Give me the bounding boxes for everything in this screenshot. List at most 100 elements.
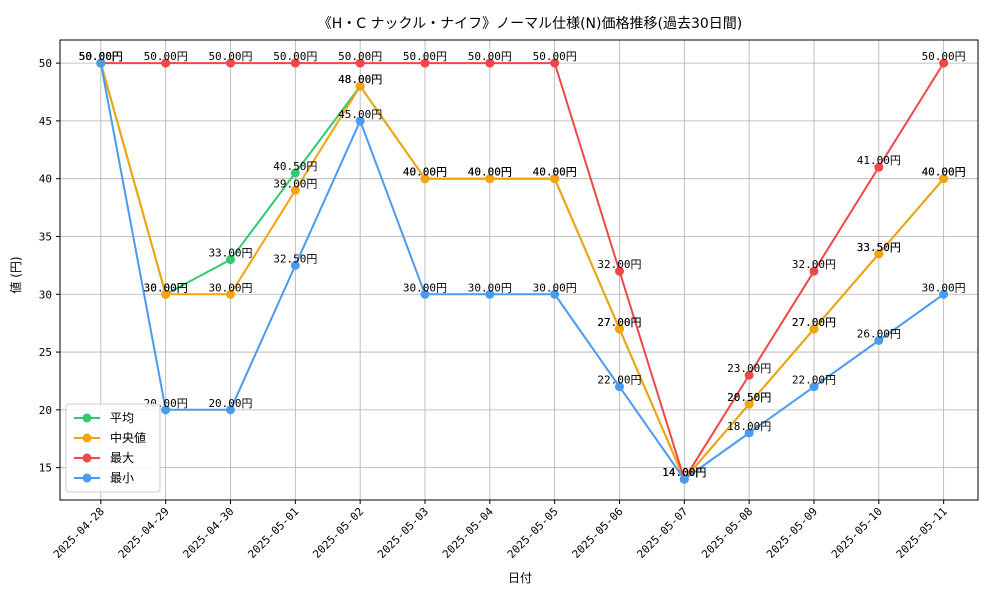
data-label: 50.00円 bbox=[338, 50, 382, 63]
data-label: 40.00円 bbox=[533, 166, 577, 179]
data-point bbox=[939, 174, 949, 184]
data-label: 50.00円 bbox=[403, 50, 447, 63]
legend-label: 平均 bbox=[110, 411, 134, 425]
data-point bbox=[161, 289, 171, 299]
data-point bbox=[550, 174, 560, 184]
y-tick-label: 20 bbox=[39, 404, 52, 417]
data-point bbox=[939, 289, 949, 299]
data-labels: 50.00円 30.00円 33.00円 40.50円 48.00円 40.00円 40.0… bbox=[79, 50, 966, 479]
legend-item: 最小 bbox=[74, 471, 134, 485]
data-label: 33.50円 bbox=[857, 241, 901, 254]
data-point bbox=[226, 255, 236, 265]
data-label: 20.50円 bbox=[727, 391, 771, 404]
data-point bbox=[290, 168, 300, 178]
legend-label: 最小 bbox=[110, 471, 134, 485]
legend-label: 最大 bbox=[110, 451, 134, 465]
data-label: 14.00円 bbox=[662, 466, 706, 479]
y-axis-title: 値 (円) bbox=[8, 256, 23, 293]
data-label: 32.00円 bbox=[597, 258, 641, 271]
data-point bbox=[226, 405, 236, 415]
data-label: 23.00円 bbox=[727, 362, 771, 375]
data-point bbox=[355, 81, 365, 91]
data-label: 39.00円 bbox=[273, 177, 317, 190]
data-label: 50.00円 bbox=[144, 50, 188, 63]
data-label: 22.00円 bbox=[792, 374, 836, 387]
data-point bbox=[744, 399, 754, 409]
data-label: 14.00円 bbox=[662, 466, 706, 479]
data-point bbox=[614, 266, 624, 276]
data-label: 50.00円 bbox=[79, 50, 123, 63]
data-label: 27.00円 bbox=[792, 316, 836, 329]
data-point bbox=[226, 58, 236, 68]
data-label: 20.00円 bbox=[208, 397, 252, 410]
data-label: 18.00円 bbox=[727, 420, 771, 433]
data-point bbox=[550, 289, 560, 299]
data-label: 50.00円 bbox=[79, 50, 123, 63]
data-label: 30.00円 bbox=[208, 281, 252, 294]
data-label: 32.50円 bbox=[273, 252, 317, 265]
data-label: 27.00円 bbox=[597, 316, 641, 329]
data-point bbox=[161, 405, 171, 415]
data-label: 48.00円 bbox=[338, 73, 382, 86]
data-label: 48.00円 bbox=[338, 73, 382, 86]
data-point bbox=[744, 370, 754, 380]
y-tick-label: 40 bbox=[39, 173, 52, 186]
data-label: 50.00円 bbox=[922, 50, 966, 63]
data-point bbox=[485, 58, 495, 68]
y-tick-label: 45 bbox=[39, 115, 52, 128]
series-line bbox=[100, 62, 945, 482]
data-label: 30.00円 bbox=[403, 281, 447, 294]
data-point bbox=[96, 58, 106, 68]
legend-item: 平均 bbox=[74, 411, 134, 425]
data-point bbox=[679, 474, 689, 484]
data-label: 32.00円 bbox=[792, 258, 836, 271]
legend-item: 最大 bbox=[74, 451, 134, 465]
data-label: 30.00円 bbox=[922, 281, 966, 294]
data-point bbox=[290, 185, 300, 195]
data-point bbox=[485, 289, 495, 299]
data-label: 14.00円 bbox=[662, 466, 706, 479]
y-tick-label: 30 bbox=[39, 288, 52, 301]
plot-frame bbox=[59, 39, 979, 501]
y-tick-label: 50 bbox=[39, 57, 52, 70]
data-label: 40.00円 bbox=[468, 166, 512, 179]
data-label: 22.00円 bbox=[597, 374, 641, 387]
series-group bbox=[96, 58, 949, 484]
data-label: 50.00円 bbox=[79, 50, 123, 63]
data-point bbox=[420, 289, 430, 299]
data-point bbox=[809, 324, 819, 334]
y-tick-label: 35 bbox=[39, 230, 52, 243]
data-point bbox=[874, 249, 884, 259]
data-label: 50.00円 bbox=[273, 50, 317, 63]
data-point bbox=[355, 58, 365, 68]
data-point bbox=[420, 58, 430, 68]
data-label: 20.50円 bbox=[727, 391, 771, 404]
legend-item: 中央値 bbox=[74, 430, 146, 445]
data-label: 33.50円 bbox=[857, 241, 901, 254]
data-point bbox=[550, 58, 560, 68]
series-line bbox=[99, 62, 945, 481]
series-line bbox=[99, 62, 945, 482]
data-point bbox=[485, 174, 495, 184]
data-label: 41.00円 bbox=[857, 154, 901, 167]
data-label: 50.00円 bbox=[468, 50, 512, 63]
data-label: 50.00円 bbox=[208, 50, 252, 63]
data-point bbox=[614, 382, 624, 392]
data-point bbox=[290, 260, 300, 270]
legend-marker bbox=[82, 433, 92, 443]
data-point bbox=[290, 58, 300, 68]
series-3 bbox=[96, 58, 949, 484]
data-point bbox=[874, 336, 884, 346]
data-label: 33.00円 bbox=[208, 247, 252, 260]
data-point bbox=[420, 174, 430, 184]
y-tick-label: 25 bbox=[39, 346, 52, 359]
data-point bbox=[614, 324, 624, 334]
data-label: 40.50円 bbox=[273, 160, 317, 173]
data-label: 27.00円 bbox=[597, 316, 641, 329]
y-tick-label: 15 bbox=[39, 462, 52, 475]
data-label: 40.00円 bbox=[533, 166, 577, 179]
data-label: 30.00円 bbox=[144, 281, 188, 294]
series-4 bbox=[96, 58, 949, 484]
